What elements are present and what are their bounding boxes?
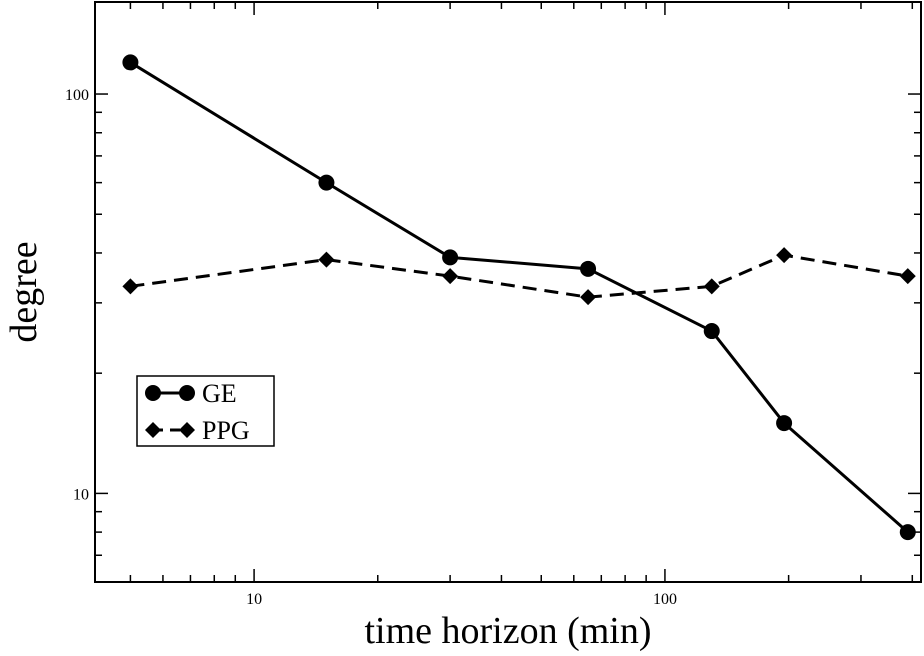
data-point-ppg xyxy=(703,278,720,295)
plot-frame xyxy=(94,1,922,583)
series-line-ge xyxy=(129,61,909,534)
ticks-layer: 10 100 10 100 xyxy=(65,2,921,608)
data-point-ppg xyxy=(442,268,459,285)
legend-ge-marker-right xyxy=(179,385,195,401)
data-point-ge xyxy=(580,260,597,277)
legend-entry-ppg: PPG xyxy=(145,416,250,445)
legend-ppg-marker-left xyxy=(145,422,161,438)
x-axis-title: time horizon (min) xyxy=(364,610,651,652)
data-point-ge xyxy=(122,54,139,71)
legend: GE PPG xyxy=(136,375,275,447)
legend-box xyxy=(136,375,275,447)
x-tick-label: 10 xyxy=(246,591,262,608)
data-point-ge xyxy=(442,249,459,266)
y-tick-label: 100 xyxy=(65,87,89,104)
data-point-ge xyxy=(318,174,335,191)
legend-ge-label: GE xyxy=(202,379,237,408)
legend-ppg-marker-right xyxy=(179,422,195,438)
data-point-ppg xyxy=(899,268,916,285)
legend-ppg-label: PPG xyxy=(202,416,250,445)
legend-entry-ge: GE xyxy=(145,379,237,408)
data-point-ge xyxy=(899,524,916,541)
data-point-ppg xyxy=(580,289,597,306)
data-point-ge xyxy=(776,415,793,432)
x-tick-label: 100 xyxy=(653,591,677,608)
data-point-ppg xyxy=(776,247,793,264)
data-point-ppg xyxy=(122,278,139,295)
data-point-ppg xyxy=(318,251,335,268)
y-axis-title: degree xyxy=(3,241,45,342)
legend-ge-marker-left xyxy=(145,385,161,401)
series-line-ppg xyxy=(130,253,909,299)
data-point-ge xyxy=(703,323,720,340)
series-layer xyxy=(122,54,916,541)
y-tick-label: 10 xyxy=(73,486,89,503)
